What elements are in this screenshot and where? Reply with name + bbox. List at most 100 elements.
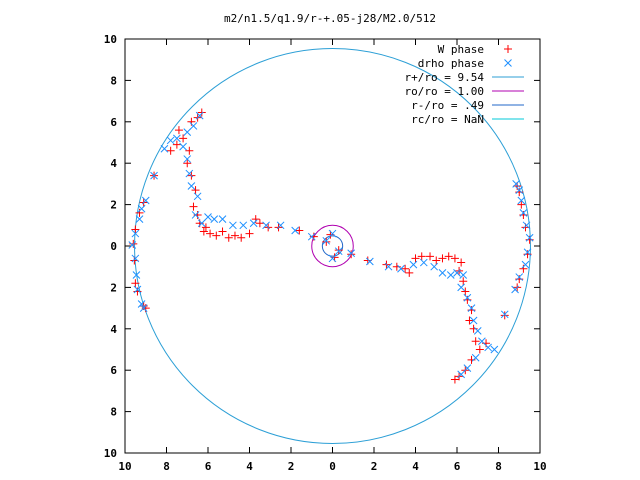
data-point xyxy=(166,136,175,145)
y-tick-label: 10 xyxy=(104,447,117,460)
data-point xyxy=(195,219,204,228)
data-point xyxy=(334,246,343,255)
data-point xyxy=(174,126,183,135)
data-point xyxy=(450,254,459,263)
data-point xyxy=(179,142,187,151)
data-point xyxy=(405,268,414,277)
data-point xyxy=(193,210,202,219)
data-point xyxy=(212,231,221,240)
data-point xyxy=(141,196,150,205)
data-point xyxy=(187,182,196,190)
x-tick-label: 2 xyxy=(288,460,295,473)
y-tick-label: 4 xyxy=(110,157,117,170)
data-point xyxy=(517,200,526,209)
data-point xyxy=(197,219,206,228)
data-point xyxy=(166,146,175,155)
y-tick-label: 8 xyxy=(110,74,117,87)
series-layer xyxy=(128,108,534,384)
data-point xyxy=(453,269,461,277)
data-point xyxy=(218,227,227,236)
data-point xyxy=(201,223,210,232)
data-point xyxy=(189,202,198,211)
data-point xyxy=(197,108,206,117)
data-point xyxy=(191,186,200,195)
data-point xyxy=(183,155,192,163)
data-point xyxy=(463,293,472,302)
data-point xyxy=(457,283,466,292)
data-point xyxy=(160,144,169,153)
data-point xyxy=(249,219,258,228)
data-point xyxy=(189,122,198,130)
data-point xyxy=(463,364,472,372)
data-point xyxy=(522,221,531,230)
data-point xyxy=(525,235,534,244)
data-point xyxy=(517,196,526,205)
circle-r-ro xyxy=(134,48,531,444)
data-point xyxy=(224,233,233,242)
data-point xyxy=(401,264,410,273)
legend-label: drho phase xyxy=(418,57,484,70)
data-point xyxy=(276,221,285,230)
data-point xyxy=(459,277,468,286)
data-point xyxy=(131,225,140,234)
data-point xyxy=(245,229,254,238)
data-point xyxy=(463,295,472,304)
data-point xyxy=(309,232,318,241)
legend-key-cross xyxy=(504,59,512,67)
data-point xyxy=(210,215,219,223)
data-point xyxy=(426,252,435,261)
data-point xyxy=(473,327,482,335)
data-point xyxy=(475,345,484,354)
data-point xyxy=(193,192,202,201)
data-point xyxy=(419,258,428,267)
data-point xyxy=(131,229,140,238)
data-point xyxy=(133,285,142,294)
data-point xyxy=(237,233,246,242)
data-point xyxy=(185,169,194,178)
data-point xyxy=(438,254,447,263)
chart-title: m2/n1.5/q1.9/r-+.05-j28/M2.0/512 xyxy=(224,12,436,25)
legend-label: r+/ro = 9.54 xyxy=(405,71,485,84)
data-point xyxy=(229,221,237,230)
data-point xyxy=(461,287,470,296)
data-point xyxy=(521,260,530,269)
data-point xyxy=(457,370,466,379)
data-point xyxy=(128,241,137,249)
circle-ro-ro xyxy=(311,224,354,268)
data-point xyxy=(191,211,200,219)
y-tick-label: 4 xyxy=(110,323,117,336)
data-point xyxy=(417,252,426,261)
data-point xyxy=(137,300,146,308)
data-point xyxy=(322,236,331,245)
data-point xyxy=(500,310,509,319)
data-point xyxy=(444,252,453,261)
data-point xyxy=(515,186,524,194)
data-point xyxy=(500,311,509,320)
data-point xyxy=(446,271,455,279)
data-point xyxy=(484,343,492,352)
data-point xyxy=(471,337,480,346)
data-point xyxy=(450,375,459,384)
data-point xyxy=(132,271,141,279)
data-point xyxy=(183,128,192,137)
data-point xyxy=(365,257,374,266)
x-tick-label: 4 xyxy=(246,460,253,473)
reference-circles xyxy=(134,48,531,444)
legend-label: ro/ro = 1.00 xyxy=(405,85,484,98)
y-tick-label: 6 xyxy=(110,116,117,129)
data-point xyxy=(131,254,140,263)
legend-label: W phase xyxy=(438,43,484,56)
data-point xyxy=(239,221,248,230)
data-point xyxy=(137,204,146,213)
data-point xyxy=(347,250,356,259)
data-point xyxy=(183,159,192,168)
data-point xyxy=(131,279,140,288)
data-point xyxy=(490,345,499,354)
data-point xyxy=(467,304,476,312)
data-point xyxy=(173,134,181,143)
data-point xyxy=(478,337,486,346)
data-point xyxy=(230,231,239,240)
data-point xyxy=(471,353,480,362)
